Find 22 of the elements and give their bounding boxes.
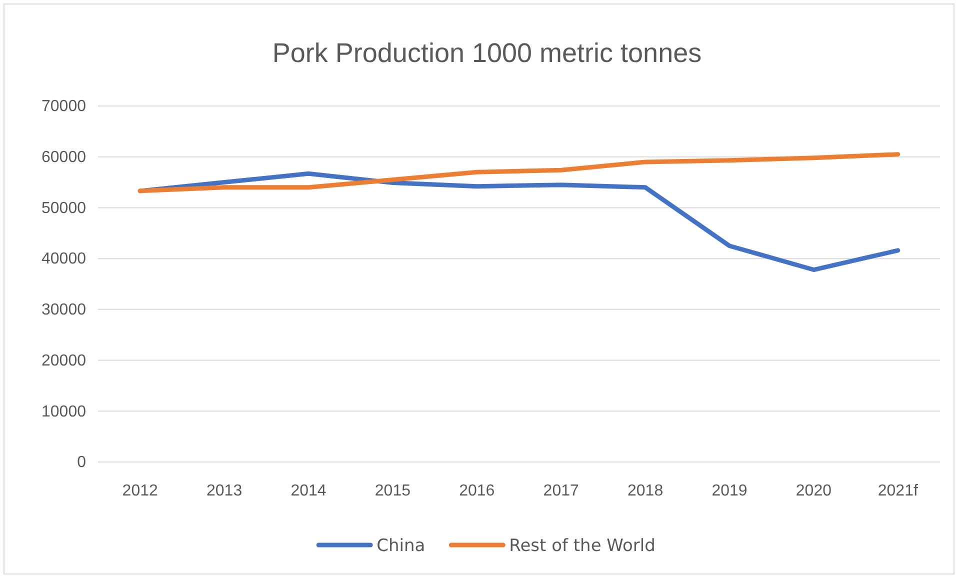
x-tick-label: 2018: [628, 482, 664, 500]
x-tick-label: 2016: [459, 482, 495, 500]
line-series: [138, 152, 900, 194]
legend-label: Rest of the World: [509, 536, 656, 556]
y-tick-label: 40000: [42, 250, 86, 268]
y-tick-label: 70000: [42, 98, 86, 116]
legend-label: China: [376, 536, 426, 556]
y-tick-label: 20000: [42, 352, 86, 370]
x-tick-label: 2015: [374, 482, 411, 500]
x-tick-label: 2013: [206, 482, 242, 500]
x-tick-label: 2020: [796, 482, 832, 500]
y-tick-label: 10000: [42, 403, 86, 420]
x-tick-label: 2017: [543, 482, 579, 500]
x-tick-label: 2019: [712, 482, 748, 500]
y-tick-label: 0: [77, 454, 86, 472]
chart-title: Pork Production 1000 metric tonnes: [272, 38, 702, 68]
x-tick-label: 2014: [290, 482, 326, 500]
x-tick-label: 2012: [122, 482, 158, 500]
x-tick-label: 2021f: [878, 482, 918, 500]
y-tick-label: 30000: [42, 302, 86, 319]
y-tick-label: 50000: [42, 200, 86, 217]
y-tick-label: 60000: [42, 148, 86, 166]
